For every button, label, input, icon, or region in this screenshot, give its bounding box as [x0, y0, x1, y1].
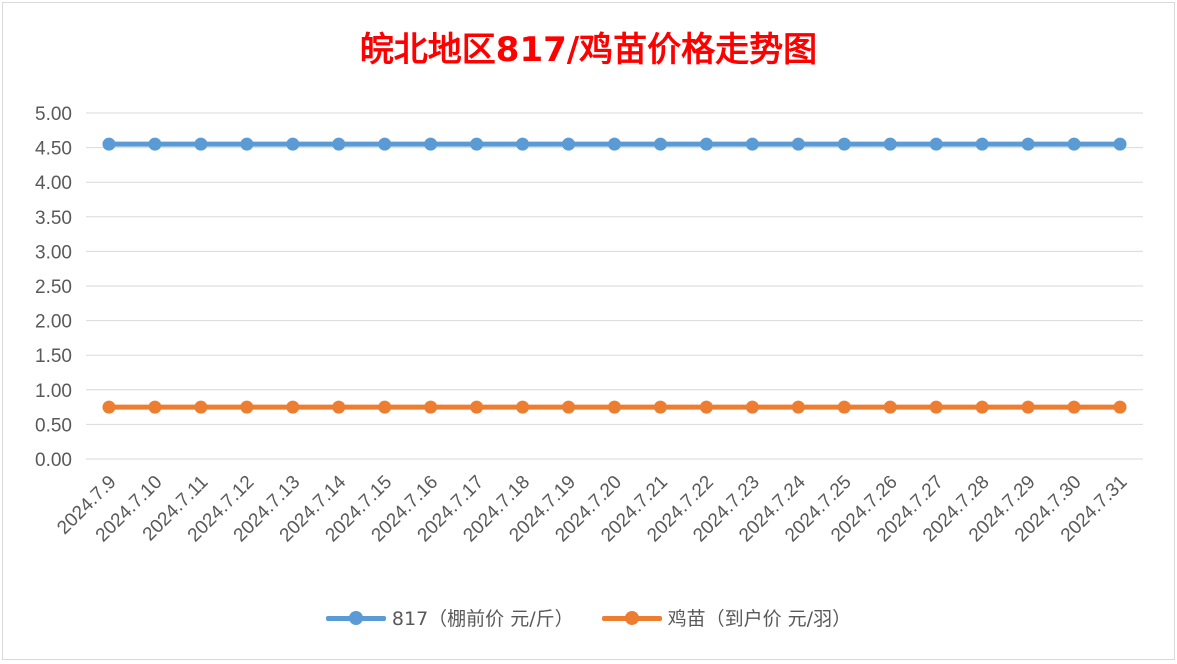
data-point-series-0	[332, 137, 346, 151]
data-point-series-0	[653, 137, 667, 151]
data-point-series-1	[470, 400, 484, 414]
data-point-series-0	[102, 137, 116, 151]
data-point-series-1	[975, 400, 989, 414]
data-point-series-0	[791, 137, 805, 151]
data-point-series-1	[148, 400, 162, 414]
y-tick-label: 0.50	[35, 415, 72, 436]
data-point-series-1	[424, 400, 438, 414]
data-point-series-0	[608, 137, 621, 151]
data-point-series-1	[1113, 400, 1127, 414]
data-point-series-1	[699, 400, 713, 414]
data-point-series-1	[608, 400, 621, 414]
data-point-series-1	[562, 400, 576, 414]
data-point-series-1	[102, 400, 116, 414]
data-point-series-0	[745, 137, 759, 151]
data-point-series-1	[929, 400, 943, 414]
legend-marker-chick	[624, 610, 639, 625]
data-point-series-1	[837, 400, 851, 414]
data-point-series-1	[286, 400, 300, 414]
data-point-series-0	[1113, 137, 1127, 151]
data-point-series-0	[516, 137, 530, 151]
legend-label-chick: 鸡苗（到户价 元/羽）	[667, 608, 852, 630]
legend-label-817: 817（棚前价 元/斤）	[391, 608, 574, 630]
legend-swatch-817	[325, 608, 386, 628]
y-tick-label: 4.50	[35, 139, 72, 160]
data-point-series-0	[470, 137, 484, 151]
data-point-series-0	[424, 137, 438, 151]
data-point-series-1	[378, 400, 392, 414]
legend: 817（棚前价 元/斤） 鸡苗（到户价 元/羽）	[0, 604, 1177, 631]
data-point-series-0	[240, 137, 254, 151]
y-tick-label: 1.50	[35, 346, 72, 367]
data-point-series-1	[791, 400, 805, 414]
data-point-series-1	[745, 400, 759, 414]
data-point-series-0	[883, 137, 897, 151]
chart-title: 皖北地区817/鸡苗价格走势图	[359, 30, 818, 70]
legend-item-817: 817（棚前价 元/斤）	[325, 604, 574, 631]
data-point-series-0	[148, 137, 162, 151]
data-point-series-0	[929, 137, 943, 151]
data-point-series-0	[562, 137, 576, 151]
data-point-series-0	[837, 137, 851, 151]
data-point-series-1	[194, 400, 208, 414]
y-tick-label: 5.00	[35, 104, 72, 125]
y-tick-label: 0.00	[35, 450, 72, 471]
y-tick-label: 1.00	[35, 381, 72, 402]
data-point-series-0	[1021, 137, 1035, 151]
legend-marker-817	[348, 610, 363, 625]
data-point-series-0	[699, 137, 713, 151]
data-point-series-0	[1067, 137, 1081, 151]
data-point-series-0	[194, 137, 208, 151]
y-tick-label: 4.00	[35, 173, 72, 194]
y-tick-label: 3.00	[35, 242, 72, 263]
legend-item-chick: 鸡苗（到户价 元/羽）	[601, 604, 852, 631]
data-point-series-1	[332, 400, 346, 414]
data-point-series-0	[975, 137, 989, 151]
y-tick-label: 3.50	[35, 208, 72, 229]
legend-swatch-chick	[601, 608, 662, 628]
data-point-series-0	[286, 137, 300, 151]
data-point-series-1	[240, 400, 254, 414]
data-point-series-1	[1021, 400, 1035, 414]
data-point-series-1	[883, 400, 897, 414]
y-tick-label: 2.00	[35, 312, 72, 333]
data-point-series-1	[653, 400, 667, 414]
data-point-series-1	[516, 400, 530, 414]
y-tick-label: 2.50	[35, 277, 72, 298]
data-point-series-1	[1067, 400, 1081, 414]
data-point-series-0	[378, 137, 392, 151]
line-chart: 0.00 0.50 1.00 1.50 2.00 2.50 3.00 3.50 4.00 4.50…	[35, 104, 1143, 546]
